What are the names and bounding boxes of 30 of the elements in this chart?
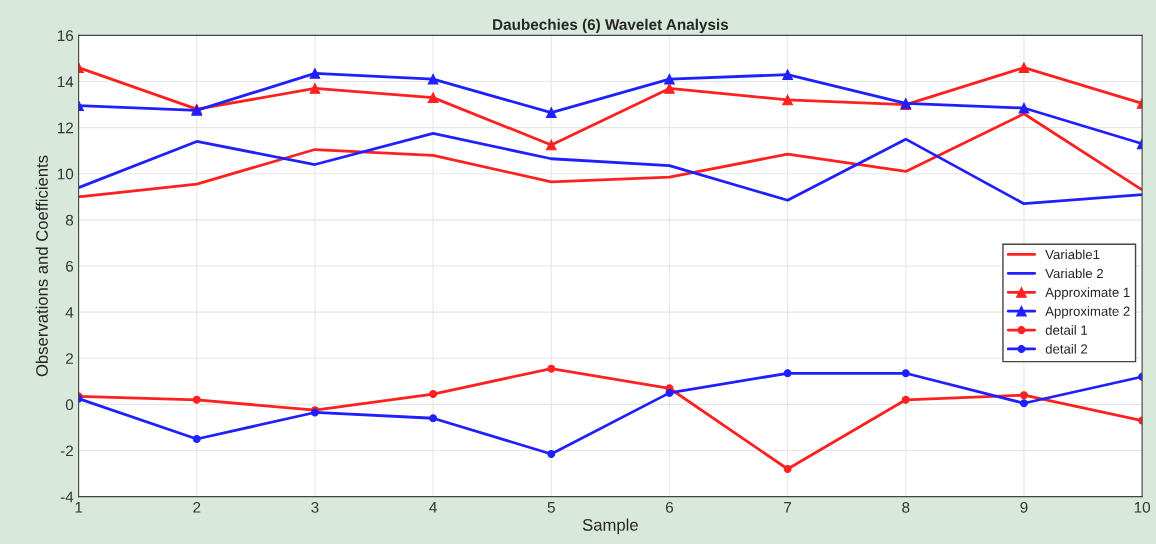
x-tick-label: 9 — [1020, 501, 1028, 513]
y-tick-label: -2 — [60, 445, 73, 457]
x-axis-title: Sample — [582, 518, 638, 535]
legend-label: Variable1 — [1045, 249, 1100, 260]
x-tick-label: 3 — [311, 501, 319, 513]
x-tick-label: 4 — [429, 502, 437, 513]
y-tick-label: 4 — [65, 307, 74, 318]
legend-label: detail 1 — [1045, 325, 1088, 335]
y-tick-label: 6 — [66, 260, 74, 272]
x-tick-label: 1 — [75, 502, 83, 513]
y-tick-label: -4 — [60, 491, 74, 503]
x-tick-label: 2 — [193, 501, 201, 513]
legend-label: Approximate 2 — [1045, 306, 1130, 319]
legend-label: Variable 2 — [1045, 268, 1103, 279]
y-tick-label: 0 — [65, 399, 74, 411]
legend-label: Approximate 1 — [1045, 287, 1130, 300]
x-tick-label: 10 — [1134, 501, 1151, 513]
y-tick-label: 16 — [57, 30, 74, 42]
x-tick-label: 8 — [902, 501, 910, 513]
y-axis-title: Observations and Coefficients — [35, 155, 48, 377]
y-tick-label: 2 — [66, 353, 73, 364]
y-tick-label: 12 — [57, 122, 73, 134]
x-tick-label: 6 — [665, 501, 674, 513]
x-tick-label: 5 — [547, 502, 555, 513]
y-tick-label: 10 — [57, 168, 74, 180]
legend-label: detail 2 — [1045, 344, 1088, 354]
y-tick-label: 8 — [65, 214, 74, 226]
y-tick-label: 14 — [57, 76, 74, 88]
x-tick-label: 7 — [784, 502, 792, 513]
chart-title: Daubechies (6) Wavelet Analysis — [493, 18, 729, 33]
